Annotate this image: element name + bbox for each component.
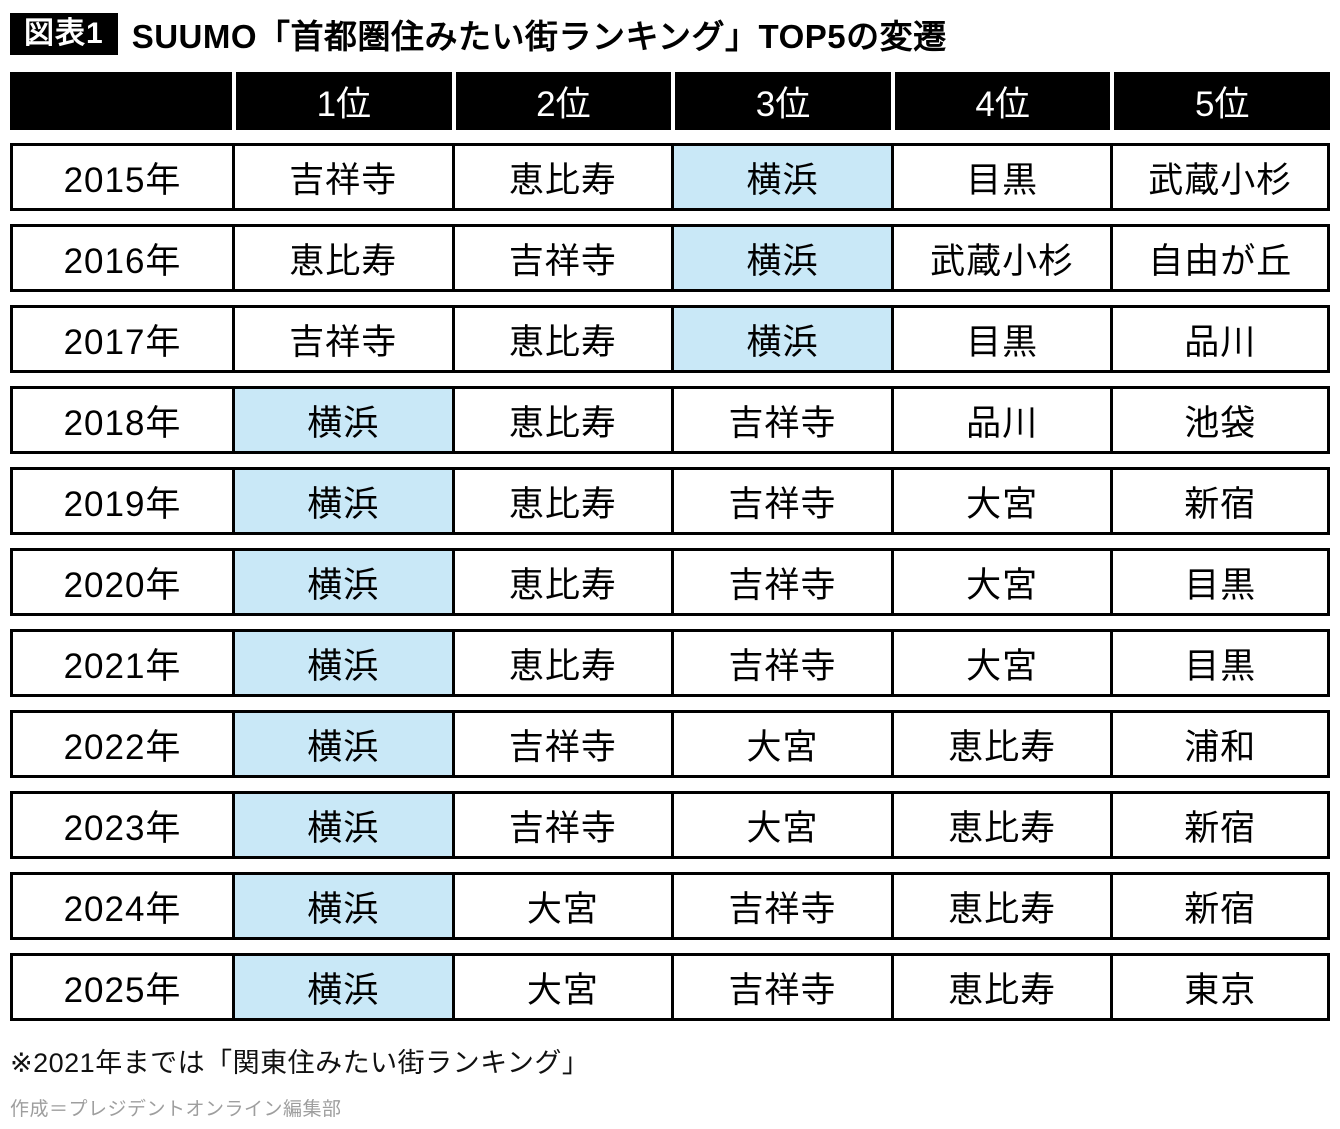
rank-cell: 品川 [890, 386, 1111, 454]
year-cell: 2022年 [10, 710, 232, 778]
year-cell: 2025年 [10, 953, 232, 1021]
rank-cell: 吉祥寺 [451, 710, 672, 778]
rank-cell: 目黒 [1110, 629, 1330, 697]
rank-cell: 吉祥寺 [671, 872, 891, 940]
year-cell: 2023年 [10, 791, 232, 859]
rank-cell-highlighted: 横浜 [232, 548, 452, 616]
rank-cell: 吉祥寺 [671, 953, 891, 1021]
rank-cell-highlighted: 横浜 [232, 953, 452, 1021]
rank-cell: 吉祥寺 [671, 386, 891, 454]
rank-cell: 吉祥寺 [671, 467, 891, 535]
footnote-credit: 作成＝プレジデントオンライン編集部 [10, 1099, 342, 1120]
rank-cell: 目黒 [890, 305, 1111, 373]
header-cell-year [10, 72, 232, 130]
table-row: 2019年 横浜 恵比寿 吉祥寺 大宮 新宿 [10, 467, 1330, 535]
figure-title: SUUMO「首都圏住みたい街ランキング」TOP5の変遷 [131, 18, 947, 55]
rank-cell: 大宮 [451, 872, 672, 940]
rank-cell: 大宮 [671, 791, 891, 859]
rank-cell: 恵比寿 [890, 872, 1111, 940]
ranking-table: 1位 2位 3位 4位 5位 2015年 吉祥寺 恵比寿 横浜 目黒 武蔵小杉 2016年恵… [10, 72, 1330, 1021]
header-cell-rank3: 3位 [671, 72, 891, 130]
rank-cell-highlighted: 横浜 [232, 872, 452, 940]
rank-cell-highlighted: 横浜 [671, 224, 891, 292]
table-row: 2020年 横浜 恵比寿 吉祥寺 大宮 目黒 [10, 548, 1330, 616]
rank-cell: 恵比寿 [890, 710, 1111, 778]
rank-cell-highlighted: 横浜 [671, 143, 891, 211]
year-cell: 2019年 [10, 467, 232, 535]
rank-cell: 恵比寿 [451, 548, 672, 616]
rank-cell: 品川 [1110, 305, 1330, 373]
rank-cell: 恵比寿 [890, 791, 1111, 859]
rank-cell: 恵比寿 [890, 953, 1111, 1021]
rank-cell: 恵比寿 [232, 224, 452, 292]
rank-cell-highlighted: 横浜 [671, 305, 891, 373]
rank-cell-highlighted: 横浜 [232, 467, 452, 535]
table-row: 2024年 横浜 大宮 吉祥寺 恵比寿 新宿 [10, 872, 1330, 940]
rank-cell: 恵比寿 [451, 143, 672, 211]
rank-cell: 武蔵小杉 [890, 224, 1111, 292]
table-row: 2023年 横浜 吉祥寺 大宮 恵比寿 新宿 [10, 791, 1330, 859]
rank-cell: 恵比寿 [451, 386, 672, 454]
rank-cell: 目黒 [890, 143, 1111, 211]
rank-cell: 恵比寿 [451, 467, 672, 535]
year-cell: 2021年 [10, 629, 232, 697]
table-row: 2025年 横浜 大宮 吉祥寺 恵比寿 東京 [10, 953, 1330, 1021]
rank-cell: 目黒 [1110, 548, 1330, 616]
year-cell: 2016年 [10, 224, 232, 292]
rank-cell: 大宮 [890, 467, 1111, 535]
rank-cell-highlighted: 横浜 [232, 386, 452, 454]
year-cell: 2024年 [10, 872, 232, 940]
header-cell-rank4: 4位 [890, 72, 1111, 130]
header-cell-rank2: 2位 [451, 72, 672, 130]
rank-cell: 新宿 [1110, 467, 1330, 535]
year-cell: 2017年 [10, 305, 232, 373]
rank-cell: 武蔵小杉 [1110, 143, 1330, 211]
table-header-row: 1位 2位 3位 4位 5位 [10, 72, 1330, 130]
rank-cell: 恵比寿 [451, 305, 672, 373]
rank-cell: 新宿 [1110, 872, 1330, 940]
rank-cell: 大宮 [671, 710, 891, 778]
rank-cell: 東京 [1110, 953, 1330, 1021]
rank-cell: 浦和 [1110, 710, 1330, 778]
rank-cell: 新宿 [1110, 791, 1330, 859]
year-cell: 2018年 [10, 386, 232, 454]
rank-cell: 吉祥寺 [671, 629, 891, 697]
year-cell: 2020年 [10, 548, 232, 616]
figure-title-row: 図表1 SUUMO「首都圏住みたい街ランキング」TOP5の変遷 [10, 8, 1330, 60]
table-row: 2017年 吉祥寺 恵比寿 横浜 目黒 品川 [10, 305, 1330, 373]
table-row: 2018年 横浜 恵比寿 吉祥寺 品川 池袋 [10, 386, 1330, 454]
figure-badge: 図表1 [10, 13, 118, 55]
rank-cell-highlighted: 横浜 [232, 629, 452, 697]
table-row: 2022年 横浜 吉祥寺 大宮 恵比寿 浦和 [10, 710, 1330, 778]
header-cell-rank5: 5位 [1110, 72, 1330, 130]
rank-cell: 吉祥寺 [451, 791, 672, 859]
rank-cell: 大宮 [890, 629, 1111, 697]
header-cell-rank1: 1位 [232, 72, 452, 130]
rank-cell: 大宮 [451, 953, 672, 1021]
rank-cell: 吉祥寺 [232, 305, 452, 373]
rank-cell: 吉祥寺 [451, 224, 672, 292]
table-row: 2021年 横浜 恵比寿 吉祥寺 大宮 目黒 [10, 629, 1330, 697]
footnote-scope: ※2021年までは「関東住みたい街ランキング」 [10, 1048, 590, 1078]
rank-cell-highlighted: 横浜 [232, 791, 452, 859]
rank-cell: 吉祥寺 [232, 143, 452, 211]
year-cell: 2015年 [10, 143, 232, 211]
table-row: 2016年 恵比寿 吉祥寺 横浜 武蔵小杉 自由が丘 [10, 224, 1330, 292]
rank-cell: 恵比寿 [451, 629, 672, 697]
rank-cell: 自由が丘 [1110, 224, 1330, 292]
rank-cell: 大宮 [890, 548, 1111, 616]
rank-cell: 池袋 [1110, 386, 1330, 454]
rank-cell: 吉祥寺 [671, 548, 891, 616]
rank-cell-highlighted: 横浜 [232, 710, 452, 778]
table-row: 2015年 吉祥寺 恵比寿 横浜 目黒 武蔵小杉 [10, 143, 1330, 211]
